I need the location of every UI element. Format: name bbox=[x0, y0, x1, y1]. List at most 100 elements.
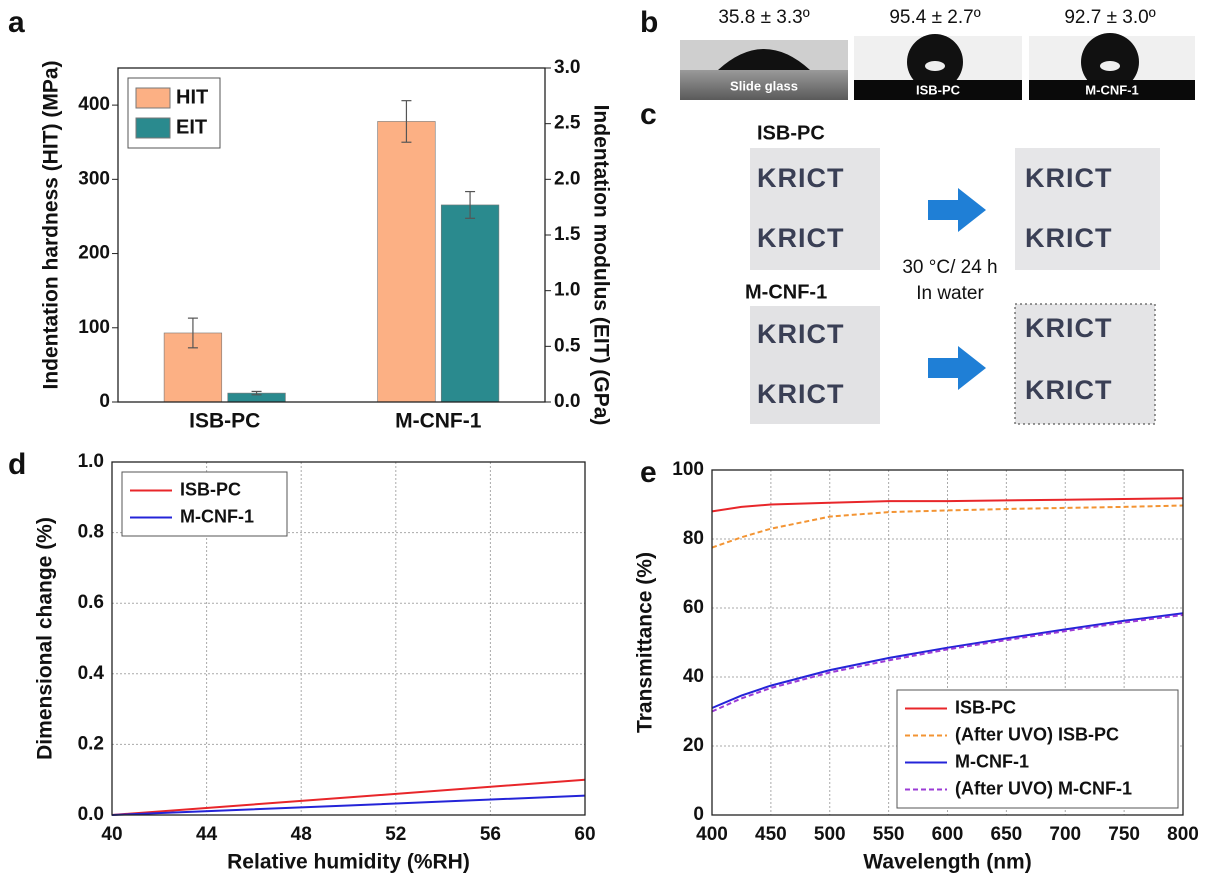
substrate-label: ISB-PC bbox=[916, 82, 961, 97]
y-tick-label: 40 bbox=[683, 666, 704, 687]
legend-label: HIT bbox=[176, 86, 208, 108]
arrow bbox=[928, 188, 986, 232]
water-test: ISB-PC M-CNF-1 KRICT KRICT KRICT KRICT K… bbox=[745, 122, 1160, 425]
substrate-label: M-CNF-1 bbox=[1085, 82, 1138, 97]
y-axis-title: Dimensional change (%) bbox=[34, 517, 57, 760]
x-tick-label: 700 bbox=[1049, 824, 1081, 845]
line bbox=[711, 497, 1184, 513]
line bbox=[111, 794, 586, 816]
logo: KRICT bbox=[757, 163, 845, 193]
x-tick-label: 52 bbox=[385, 824, 406, 845]
reflection bbox=[925, 61, 945, 71]
y2-tick-label: 0.0 bbox=[554, 391, 580, 412]
y-tick-label: 0 bbox=[99, 391, 110, 412]
legend-label: (After UVO) ISB-PC bbox=[955, 724, 1119, 744]
legend-label: M-CNF-1 bbox=[180, 506, 254, 526]
droplet bbox=[718, 49, 810, 70]
y-tick-label: 0.6 bbox=[78, 592, 104, 613]
error-bar bbox=[465, 190, 476, 219]
y-axis-title: Indentation hardness (HIT) (MPa) bbox=[40, 60, 63, 389]
legend-label: EIT bbox=[176, 116, 207, 138]
y2-tick-label: 3.0 bbox=[554, 57, 580, 78]
y2-axis-title: Indentation modulus (EIT) (GPa) bbox=[589, 105, 612, 426]
photo bbox=[1014, 303, 1156, 425]
logo: KRICT bbox=[1025, 375, 1113, 405]
legend-box bbox=[121, 471, 288, 537]
y2-tick-label: 0.5 bbox=[554, 335, 581, 356]
substrate-label: Slide glass bbox=[730, 78, 798, 93]
y-tick-label: 0.2 bbox=[78, 733, 104, 754]
line bbox=[711, 504, 1184, 549]
x-tick-label: ISB-PC bbox=[189, 410, 260, 433]
y-tick-label: 60 bbox=[683, 597, 704, 618]
panel-label: c bbox=[640, 98, 657, 131]
plot-frame bbox=[111, 461, 586, 816]
legend-label: ISB-PC bbox=[180, 479, 241, 499]
x-tick-label: 44 bbox=[196, 824, 218, 845]
y-tick-label: 0 bbox=[693, 804, 704, 825]
y-tick-label: 0.4 bbox=[78, 663, 105, 684]
error-bar bbox=[401, 100, 412, 143]
contact-angle: 92.7 ± 3.0º bbox=[1064, 7, 1155, 28]
plot-frame bbox=[117, 67, 546, 403]
x-tick-label: 400 bbox=[696, 824, 728, 845]
x-tick-label: 600 bbox=[932, 824, 964, 845]
logo: KRICT bbox=[1025, 223, 1113, 253]
contact-angle: 95.4 ± 2.7º bbox=[889, 7, 980, 28]
x-tick-label: 650 bbox=[991, 824, 1023, 845]
x-tick-label: 800 bbox=[1167, 824, 1199, 845]
substrate bbox=[680, 70, 848, 100]
legend-swatch bbox=[135, 87, 171, 109]
panel-label: b bbox=[640, 6, 658, 39]
x-axis-title: Wavelength (nm) bbox=[863, 851, 1031, 874]
bar bbox=[377, 121, 436, 403]
x-tick-label: 40 bbox=[101, 824, 122, 845]
panel-label: d bbox=[8, 448, 26, 481]
y2-tick-label: 2.0 bbox=[554, 168, 580, 189]
y2-tick-label: 1.5 bbox=[554, 224, 581, 245]
x-tick-label: 56 bbox=[480, 824, 501, 845]
line bbox=[711, 612, 1184, 709]
photo bbox=[1015, 148, 1160, 270]
logo: KRICT bbox=[1025, 163, 1113, 193]
reflection bbox=[1100, 61, 1120, 71]
logo: KRICT bbox=[757, 319, 845, 349]
substrate bbox=[1029, 80, 1195, 100]
error-bar bbox=[187, 317, 198, 349]
sample-label: M-CNF-1 bbox=[745, 281, 827, 303]
substrate bbox=[854, 80, 1022, 100]
x-tick-label: 500 bbox=[814, 824, 846, 845]
x-tick-label: 48 bbox=[291, 824, 312, 845]
error-bar bbox=[251, 390, 262, 396]
y-tick-label: 400 bbox=[78, 94, 110, 115]
y-tick-label: 80 bbox=[683, 528, 704, 549]
y-tick-label: 100 bbox=[78, 317, 110, 338]
y2-tick-label: 2.5 bbox=[554, 113, 581, 134]
legend-label: ISB-PC bbox=[955, 697, 1016, 717]
y-tick-label: 0.0 bbox=[78, 804, 104, 825]
bar bbox=[440, 204, 500, 403]
logo: KRICT bbox=[757, 223, 845, 253]
legend-label: M-CNF-1 bbox=[955, 751, 1029, 771]
y-axis-title: Transmittance (%) bbox=[634, 552, 657, 733]
contact-angle-photos: 35.8 ± 3.3º 95.4 ± 2.7º 92.7 ± 3.0º Slid… bbox=[680, 7, 1195, 100]
legend-swatch bbox=[135, 117, 171, 139]
photo bbox=[750, 148, 880, 270]
sample-label: ISB-PC bbox=[757, 122, 825, 144]
condition: In water bbox=[916, 283, 984, 304]
legend-label: (After UVO) M-CNF-1 bbox=[955, 778, 1132, 798]
logo: KRICT bbox=[1025, 313, 1113, 343]
x-tick-label: 750 bbox=[1108, 824, 1140, 845]
y-tick-label: 1.0 bbox=[78, 451, 104, 472]
logo: KRICT bbox=[757, 379, 845, 409]
x-tick-label: 450 bbox=[755, 824, 787, 845]
x-axis-title: Relative humidity (%RH) bbox=[227, 851, 470, 874]
line bbox=[111, 778, 586, 816]
panel-label: a bbox=[8, 6, 25, 39]
y-tick-label: 20 bbox=[683, 735, 704, 756]
plot-frame bbox=[711, 469, 1184, 816]
y-tick-label: 100 bbox=[672, 459, 704, 480]
arrow bbox=[928, 346, 986, 390]
x-tick-label: M-CNF-1 bbox=[395, 410, 482, 433]
